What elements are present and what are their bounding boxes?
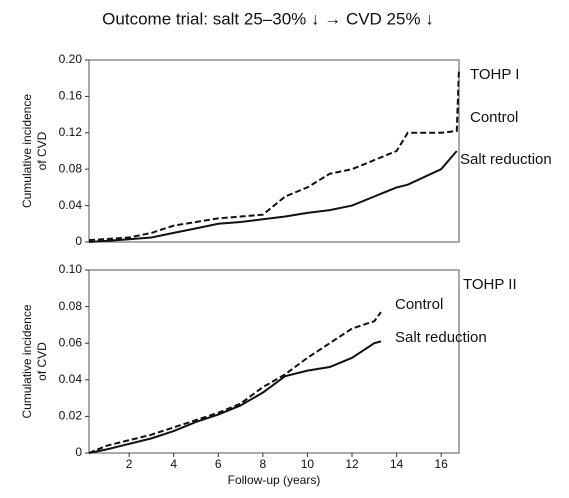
y-tick-label: 0.08	[59, 299, 83, 313]
y-tick-label: 0.04	[59, 372, 83, 386]
y-tick-label: 0	[75, 234, 82, 248]
y-tick-label: 0.04	[59, 198, 83, 212]
y-tick-label: 0.20	[59, 52, 83, 66]
y-axis-label-line: Cumulative incidence	[20, 94, 34, 208]
y-axis-label-line: Cumulative incidence	[20, 304, 34, 418]
series-label: Control	[470, 109, 518, 126]
y-tick-label: 0.16	[59, 89, 83, 103]
x-tick-label: 4	[170, 457, 177, 471]
panel-label: TOHP II	[463, 276, 517, 293]
y-axis-label-line: of CVD	[35, 131, 49, 170]
y-tick-label: 0.06	[59, 335, 83, 349]
y-tick-label: 0.10	[59, 262, 83, 276]
series-line	[88, 340, 382, 454]
chart-title: Outcome trial: salt 25–30% ↓ → CVD 25% ↓	[102, 9, 434, 28]
series-line	[88, 311, 382, 454]
series-line	[88, 150, 458, 243]
series-line	[88, 69, 460, 242]
y-tick-label: 0.02	[59, 409, 83, 423]
x-tick-label: 8	[260, 457, 267, 471]
x-tick-label: 12	[345, 457, 359, 471]
plot-frame	[88, 59, 460, 243]
series-label: Salt reduction	[395, 329, 487, 346]
x-axis-label: Follow-up (years)	[228, 473, 321, 487]
x-tick-label: 14	[390, 457, 404, 471]
series-label: Control	[395, 296, 443, 313]
x-tick-label: 6	[215, 457, 222, 471]
x-tick-label: 16	[434, 457, 448, 471]
y-tick-label: 0.08	[59, 161, 83, 175]
y-tick-label: 0	[75, 445, 82, 459]
y-axis-label: Cumulative incidenceof CVD	[20, 304, 49, 418]
x-tick-label: 2	[126, 457, 133, 471]
panel-label: TOHP I	[470, 66, 519, 83]
y-axis-label: Cumulative incidenceof CVD	[20, 94, 49, 208]
y-tick-label: 0.12	[59, 125, 83, 139]
plot-frame	[88, 269, 460, 454]
y-axis-label-line: of CVD	[35, 342, 49, 381]
x-tick-label: 10	[301, 457, 315, 471]
series-label: Salt reduction	[460, 151, 552, 168]
